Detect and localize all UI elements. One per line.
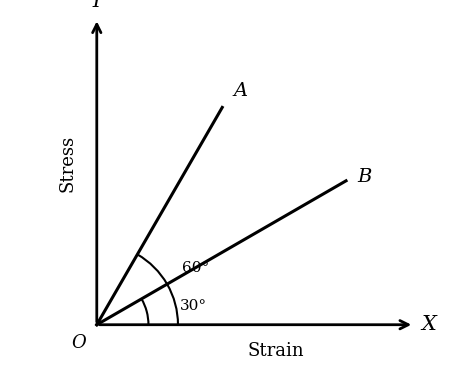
Text: Stress: Stress	[58, 135, 76, 192]
Text: 60°: 60°	[182, 261, 210, 275]
Text: Y: Y	[90, 0, 104, 11]
Text: X: X	[421, 315, 437, 334]
Text: 30°: 30°	[180, 299, 207, 313]
Text: O: O	[71, 334, 86, 352]
Text: Strain: Strain	[247, 342, 304, 359]
Text: A: A	[233, 82, 247, 100]
Text: B: B	[357, 168, 372, 186]
